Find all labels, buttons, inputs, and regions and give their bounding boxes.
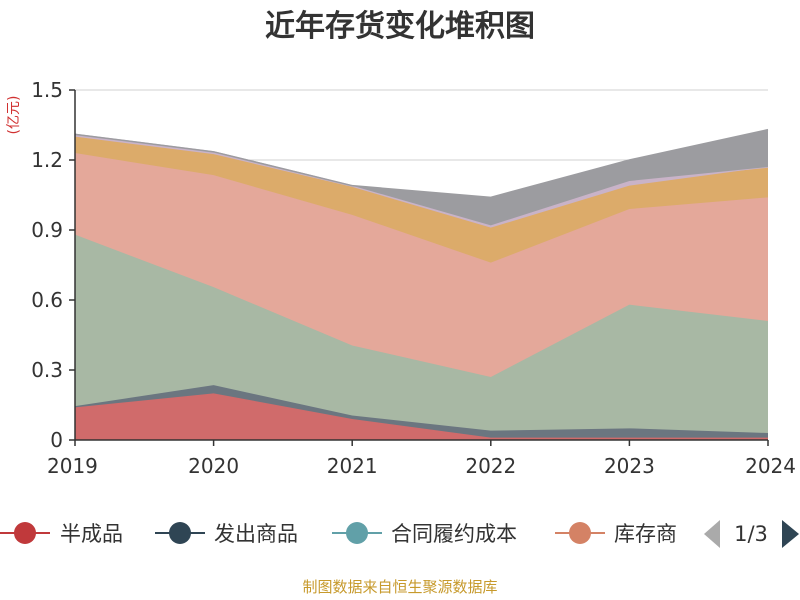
legend-label-0: 半成品 — [60, 522, 123, 546]
area-series — [74, 128, 769, 440]
legend-item-3[interactable]: 库存商 — [555, 522, 677, 546]
area-series-1 — [75, 385, 768, 438]
x-tick-labels: 2019 2020 2021 2022 2023 2024 — [47, 454, 796, 478]
y-tick-label: 1.5 — [31, 78, 63, 102]
legend-label-3: 库存商 — [614, 522, 677, 546]
x-tick-label: 2020 — [188, 454, 239, 478]
x-tick-label: 2023 — [604, 454, 655, 478]
legend-marker-2 — [346, 522, 368, 544]
area-series-6 — [75, 129, 768, 226]
legend-label-1: 发出商品 — [214, 522, 298, 546]
legend: 半成品 发出商品 合同履约成本 库存商 1/3 — [0, 520, 799, 548]
y-tick-label: 0.6 — [31, 288, 63, 312]
legend-marker-0 — [14, 522, 36, 544]
legend-next-page-icon[interactable] — [782, 520, 799, 548]
y-tick-label: 0.9 — [31, 218, 63, 242]
x-tick-label: 2021 — [327, 454, 378, 478]
y-tick-labels: 0 0.3 0.6 0.9 1.2 1.5 — [31, 78, 63, 452]
legend-item-1[interactable]: 发出商品 — [155, 522, 298, 546]
legend-marker-3 — [569, 522, 591, 544]
y-tick-label: 1.2 — [31, 148, 63, 172]
y-tick-label: 0 — [50, 428, 63, 452]
area-series-4 — [75, 136, 768, 263]
legend-marker-1 — [169, 522, 191, 544]
legend-page-indicator: 1/3 — [734, 522, 768, 546]
y-axis-unit: (亿元) — [6, 96, 22, 135]
area-series-0 — [75, 393, 768, 440]
x-tick-label: 2019 — [47, 454, 98, 478]
x-tick-label: 2022 — [465, 454, 516, 478]
legend-label-2: 合同履约成本 — [391, 522, 517, 546]
axes — [69, 89, 769, 446]
area-series-2 — [75, 234, 768, 433]
legend-item-2[interactable]: 合同履约成本 — [332, 522, 517, 546]
area-series-3 — [75, 153, 768, 377]
y-tick-label: 0.3 — [31, 358, 63, 382]
data-source-note: 制图数据来自恒生聚源数据库 — [302, 578, 497, 596]
legend-prev-page-icon[interactable] — [704, 520, 720, 548]
area-line-6 — [74, 128, 769, 199]
chart-title: 近年存货变化堆积图 — [265, 9, 535, 44]
legend-item-0[interactable]: 半成品 — [0, 522, 123, 546]
x-tick-label: 2024 — [745, 454, 796, 478]
